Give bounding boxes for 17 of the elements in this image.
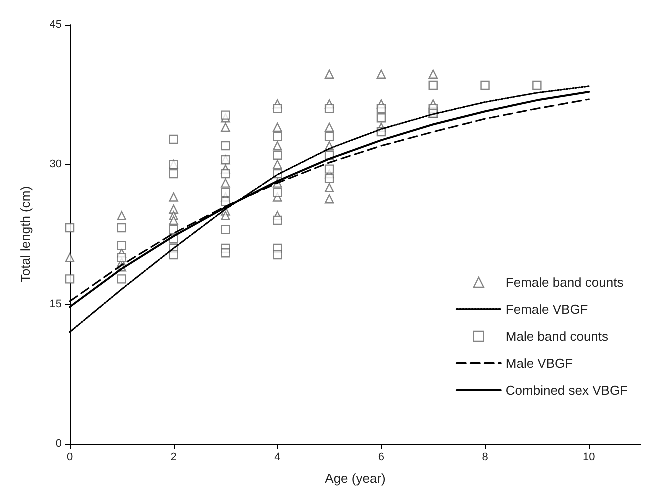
legend-label: Male VBGF bbox=[506, 356, 574, 371]
x-axis-title: Age (year) bbox=[325, 471, 386, 486]
y-axis-title: Total length (cm) bbox=[18, 186, 33, 283]
y-tick-label: 30 bbox=[50, 158, 62, 171]
x-tick-label: 6 bbox=[378, 452, 385, 464]
legend-label: Combined sex VBGF bbox=[506, 383, 628, 398]
x-tick-label: 10 bbox=[582, 452, 596, 464]
legend-label: Female band counts bbox=[506, 275, 624, 290]
x-tick-label: 0 bbox=[66, 452, 74, 464]
x-tick-label: 2 bbox=[170, 452, 177, 464]
y-tick-label: 15 bbox=[50, 298, 62, 310]
x-tick-label: 4 bbox=[274, 452, 281, 464]
legend-label: Female VBGF bbox=[506, 302, 588, 317]
y-tick-label: 0 bbox=[56, 438, 62, 450]
y-tick-label: 45 bbox=[50, 19, 62, 31]
x-tick-label: 8 bbox=[482, 452, 488, 464]
legend-label: Male band counts bbox=[506, 329, 610, 344]
